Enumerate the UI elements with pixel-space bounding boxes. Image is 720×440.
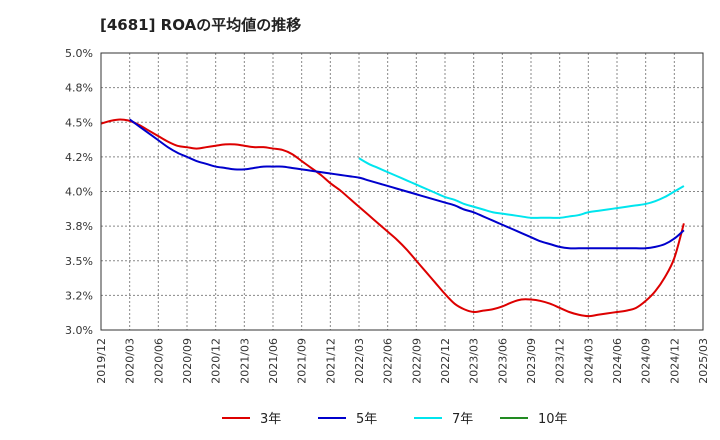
x-tick-label: 2023/12: [554, 338, 567, 384]
legend-item: 10年: [500, 408, 568, 427]
y-axis-ticks: 3.0% 3.2% 3.5% 3.8% 4.0% 4.2% 4.5% 4.8% 5.0%: [65, 47, 93, 337]
series-line-0: [100, 118, 685, 318]
y-tick-label: 4.0%: [65, 186, 93, 199]
x-tick-label: 2019/12: [95, 338, 108, 384]
y-tick-label: 3.0%: [65, 324, 93, 337]
x-tick-label: 2023/03: [468, 338, 481, 384]
x-tick-label: 2021/06: [267, 338, 280, 384]
grid-layer: [101, 53, 703, 330]
x-tick-label: 2024/06: [611, 338, 624, 384]
x-tick-label: 2020/06: [152, 338, 165, 384]
x-tick-label: 2021/12: [324, 338, 337, 384]
y-tick-label: 4.5%: [65, 116, 93, 129]
legend-item: 5年: [318, 408, 377, 427]
legend-label: 5年: [356, 412, 378, 427]
legend-swatch: [414, 416, 442, 419]
x-tick-label: 2020/12: [210, 338, 223, 384]
legend-item: 7年: [414, 408, 473, 427]
x-tick-label: 2025/03: [697, 338, 710, 384]
x-tick-label: 2020/03: [124, 338, 137, 384]
x-tick-label: 2023/09: [525, 338, 538, 384]
x-tick-label: 2022/03: [353, 338, 366, 384]
legend-label: 10年: [538, 412, 568, 427]
legend-item: 3年: [222, 408, 281, 427]
x-tick-label: 2023/06: [496, 338, 509, 384]
x-tick-label: 2024/12: [668, 338, 681, 384]
x-tick-label: 2024/03: [582, 338, 595, 384]
legend-label: 3年: [260, 412, 282, 427]
series-layer: [100, 118, 685, 318]
x-tick-label: 2024/09: [640, 338, 653, 384]
legend-label: 7年: [452, 412, 474, 427]
x-tick-label: 2020/09: [181, 338, 194, 384]
legend-swatch: [500, 416, 528, 419]
legend-swatch: [222, 416, 250, 419]
y-tick-label: 3.8%: [65, 220, 93, 233]
series-line-2: [358, 157, 685, 219]
y-tick-label: 3.5%: [65, 255, 93, 268]
legend-swatch: [318, 416, 346, 419]
y-tick-label: 4.8%: [65, 82, 93, 95]
series-line-1: [129, 118, 685, 250]
x-tick-label: 2022/09: [410, 338, 423, 384]
plot-frame: [100, 52, 704, 331]
chart-title: [4681] ROAの平均値の推移: [100, 16, 302, 34]
x-tick-label: 2021/09: [296, 338, 309, 384]
x-axis-ticks: 2019/12 2020/03 2020/06 2020/09 2020/12 2021/…: [95, 338, 710, 384]
y-tick-label: 5.0%: [65, 47, 93, 60]
y-tick-label: 4.2%: [65, 151, 93, 164]
x-tick-label: 2021/03: [238, 338, 251, 384]
x-tick-label: 2022/06: [382, 338, 395, 384]
y-tick-label: 3.2%: [65, 289, 93, 302]
x-tick-label: 2022/12: [439, 338, 452, 384]
